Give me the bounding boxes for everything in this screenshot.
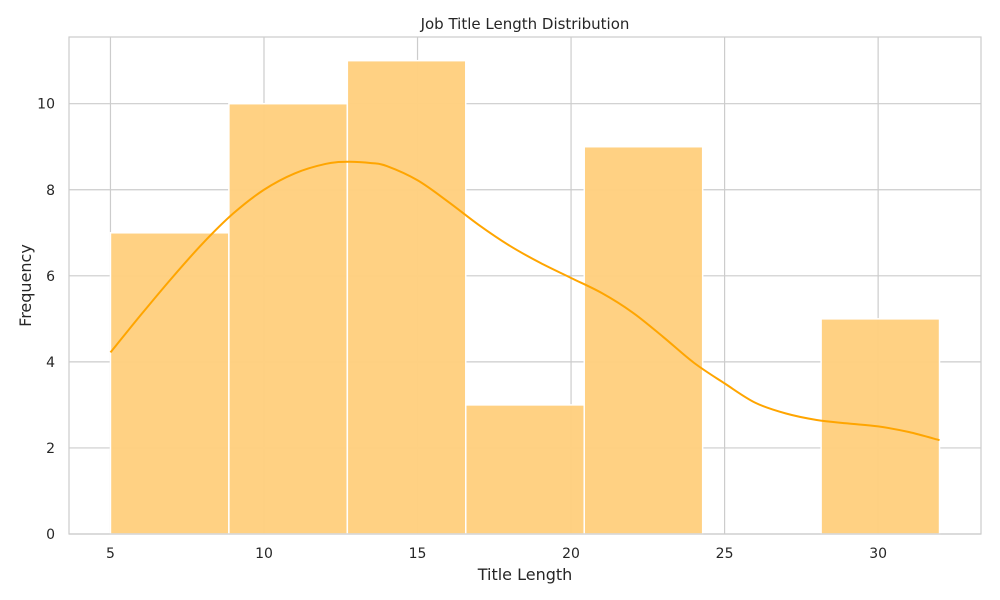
histogram-bar: [583, 145, 704, 535]
y-tick-label: 6: [46, 269, 55, 285]
x-tick-label: 30: [869, 546, 887, 562]
histogram-bars: [109, 59, 941, 535]
y-tick-label: 2: [46, 441, 55, 457]
histogram-bar: [346, 59, 467, 535]
histogram-bar: [465, 404, 585, 535]
x-tick-label: 10: [255, 546, 273, 562]
y-tick-label: 0: [46, 527, 55, 543]
y-tick-label: 8: [46, 183, 55, 199]
x-tick-label: 25: [716, 546, 734, 562]
plot-area-frame: [68, 36, 982, 535]
histogram-bar: [109, 232, 230, 535]
x-tick-label: 5: [106, 546, 115, 562]
kde-curve: [109, 160, 940, 442]
y-axis-label: Frequency: [16, 244, 35, 327]
tick-labels: 5 10 15 20 25 30 0 2 4 6 8 10: [37, 97, 887, 562]
histogram-bar: [228, 102, 349, 535]
x-tick-label: 15: [409, 546, 427, 562]
chart-title: Job Title Length Distribution: [420, 15, 630, 33]
x-tick-label: 20: [562, 546, 580, 562]
kde-curve-group: [109, 160, 940, 442]
x-axis-label: Title Length: [477, 565, 573, 584]
y-tick-label: 4: [46, 355, 55, 371]
y-tick-label: 10: [37, 97, 55, 113]
